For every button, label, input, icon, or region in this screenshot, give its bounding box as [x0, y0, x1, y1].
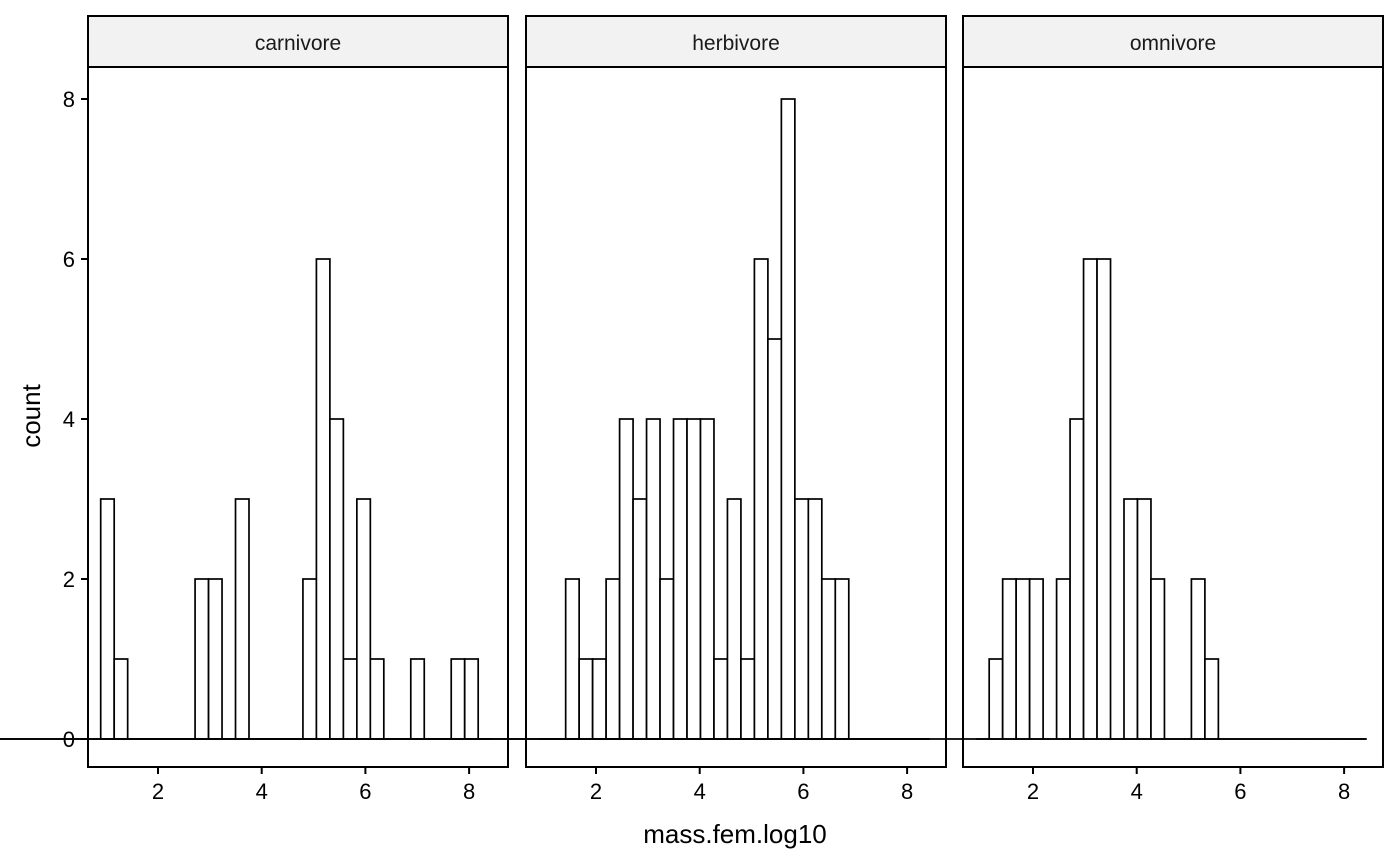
histogram-bar: [1015, 578, 1031, 740]
histogram-bar: [672, 418, 688, 740]
x-tick-label: 6: [359, 779, 371, 804]
y-axis: 0 2 4 6 8: [63, 87, 88, 752]
histogram-bar: [807, 498, 823, 740]
histogram-bar: [780, 98, 796, 740]
histogram-bar: [794, 498, 810, 740]
histogram-bar: [713, 658, 729, 740]
histogram-bar: [1190, 578, 1206, 740]
facet-panel-omnivore: omnivore 2 4 6 8: [0, 15, 1384, 804]
histogram-bar: [645, 418, 661, 740]
facet-strip-label: carnivore: [255, 32, 341, 55]
histogram-bar: [1136, 498, 1152, 740]
facet-strip: [525, 15, 947, 68]
histogram-bar: [356, 498, 372, 740]
facet-panels: carnivore 2 4 6 8 herbivore 2 4 6 8 omnivore 2 4 6 8: [0, 15, 1384, 804]
histogram-bar: [329, 418, 345, 740]
panel-border: [87, 66, 509, 768]
histogram-bar: [1096, 258, 1112, 740]
x-tick-label: 4: [694, 779, 706, 804]
histogram-bar: [767, 338, 783, 740]
x-tick-label: 8: [901, 779, 913, 804]
histogram-bar: [1123, 498, 1139, 740]
histogram-bar: [99, 498, 116, 740]
histogram-bar: [564, 578, 580, 740]
histogram-bar: [315, 258, 331, 740]
histogram-bar: [820, 578, 837, 740]
histogram-bar: [1069, 418, 1085, 740]
histogram-bar: [632, 498, 648, 740]
x-tick-label: 2: [1027, 779, 1039, 804]
x-tick-label: 6: [1234, 779, 1246, 804]
y-tick-label: 4: [63, 407, 75, 432]
x-tick-label: 4: [1131, 779, 1143, 804]
histogram-bar: [342, 658, 358, 740]
facet-panel-herbivore: herbivore 2 4 6 8: [0, 15, 947, 804]
histogram-bar: [1028, 578, 1044, 740]
y-tick-label: 0: [63, 727, 75, 752]
histogram-bar: [988, 658, 1004, 740]
y-tick-label: 2: [63, 567, 75, 592]
histogram-bar: [1150, 578, 1166, 740]
y-tick-label: 8: [63, 87, 75, 112]
x-tick-label: 6: [797, 779, 809, 804]
histogram-bar: [234, 498, 250, 740]
histogram-bar: [659, 578, 675, 740]
histogram-bar: [409, 658, 426, 740]
histogram-bar: [194, 578, 210, 740]
panel-border: [525, 66, 947, 768]
histogram-bar: [369, 658, 385, 740]
histogram-bar: [1055, 578, 1071, 740]
histogram-bar: [618, 418, 634, 740]
x-tick-label: 2: [590, 779, 602, 804]
histogram-bar: [699, 418, 715, 740]
y-tick-label: 6: [63, 247, 75, 272]
x-tick-label: 8: [463, 779, 475, 804]
x-tick-label: 8: [1338, 779, 1350, 804]
histogram-bar: [726, 498, 742, 740]
facet-strip: [962, 15, 1384, 68]
panel-border: [962, 66, 1384, 768]
histogram-bar: [740, 658, 756, 740]
histogram-bar: [578, 658, 594, 740]
facet-strip: [87, 15, 509, 68]
histogram-bar: [207, 578, 223, 740]
x-tick-label: 4: [256, 779, 268, 804]
facet-strip-label: omnivore: [1130, 32, 1216, 55]
histogram-bar: [605, 578, 621, 740]
histogram-bar: [834, 578, 850, 740]
histogram-bar: [753, 258, 769, 740]
histogram-bar: [686, 418, 702, 740]
facet-panel-carnivore: carnivore 2 4 6 8: [87, 15, 509, 804]
facet-strip-label: herbivore: [692, 32, 780, 55]
histogram-bar: [302, 578, 318, 740]
histogram-bar: [450, 658, 466, 740]
histogram-bar: [1082, 258, 1098, 740]
y-axis-title: count: [16, 383, 46, 447]
histogram-bar: [463, 658, 480, 740]
x-axis-title: mass.fem.log10: [643, 819, 827, 849]
x-tick-label: 2: [152, 779, 164, 804]
histogram-bar: [113, 658, 129, 740]
histogram-bar: [1204, 658, 1220, 740]
histogram-bar: [591, 658, 607, 740]
histogram-bar: [1001, 578, 1017, 740]
